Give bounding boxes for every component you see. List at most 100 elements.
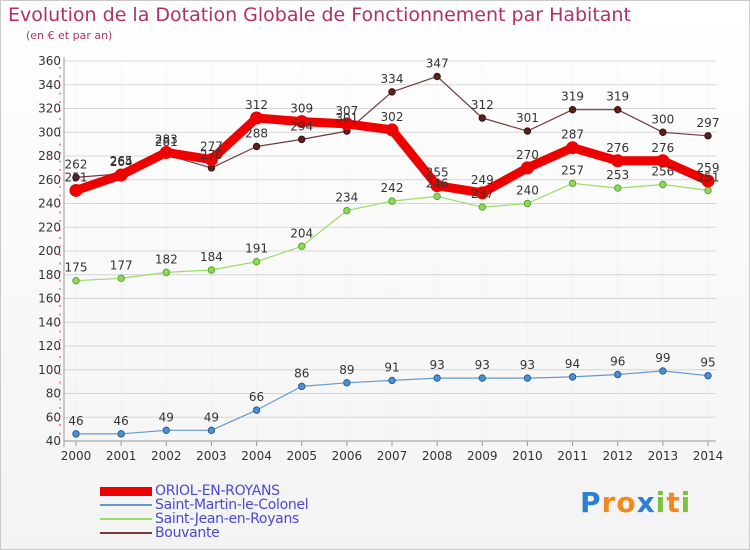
data-point [117, 430, 125, 438]
y-tick-label: 320 [38, 102, 61, 116]
y-tick-label: 200 [38, 244, 61, 258]
logo-letter: i [680, 486, 692, 519]
data-point [340, 117, 354, 131]
data-label: 270 [516, 148, 539, 162]
data-point [252, 142, 261, 151]
data-label: 240 [516, 184, 539, 198]
data-point [162, 426, 170, 435]
legend-swatch [100, 518, 152, 520]
data-point [478, 374, 486, 382]
data-label: 249 [471, 173, 494, 187]
data-label: 93 [475, 358, 490, 372]
data-point [523, 199, 532, 208]
x-tick-label: 2005 [286, 449, 317, 463]
y-tick-label: 360 [38, 54, 61, 68]
data-label: 277 [200, 140, 223, 154]
data-label: 234 [335, 191, 358, 205]
data-point [566, 141, 580, 155]
x-tick-label: 2013 [648, 449, 679, 463]
data-label: 312 [471, 98, 494, 112]
x-tick-label: 2010 [512, 449, 543, 463]
data-label: 281 [155, 135, 178, 149]
data-label: 49 [159, 410, 174, 424]
data-point [252, 257, 261, 266]
data-point [704, 371, 712, 380]
data-label: 237 [471, 187, 494, 201]
data-point [659, 367, 667, 375]
data-point [72, 173, 80, 182]
y-tick-label: 260 [38, 173, 61, 187]
x-tick-label: 2014 [693, 449, 724, 463]
data-label: 46 [68, 414, 83, 428]
y-tick-label: 140 [38, 315, 61, 329]
data-point [114, 168, 128, 182]
data-label: 257 [561, 163, 584, 177]
y-tick-label: 220 [38, 220, 61, 234]
data-point [478, 114, 486, 122]
x-tick-label: 2006 [332, 449, 363, 463]
data-point [343, 206, 351, 215]
data-point [388, 88, 396, 96]
data-label: 270 [200, 148, 223, 162]
logo-letter: P [580, 486, 602, 519]
legend-swatch [100, 504, 152, 506]
data-point [659, 180, 667, 189]
y-tick-label: 340 [38, 78, 61, 92]
data-label: 309 [290, 102, 313, 116]
data-point [614, 370, 622, 379]
y-tick-label: 160 [38, 292, 61, 306]
data-label: 294 [290, 119, 313, 133]
data-label: 300 [651, 112, 674, 126]
x-tick-label: 2003 [196, 449, 227, 463]
data-label: 91 [384, 360, 399, 374]
data-label: 301 [516, 111, 539, 125]
data-label: 256 [651, 165, 674, 179]
data-point [388, 376, 396, 385]
data-label: 312 [245, 98, 268, 112]
data-point [478, 203, 486, 211]
data-point [162, 268, 170, 277]
data-label: 99 [655, 351, 670, 365]
y-tick-label: 120 [38, 339, 61, 353]
data-label: 288 [245, 127, 268, 141]
data-point [207, 426, 216, 435]
data-point [117, 274, 125, 283]
logo-letter: x [636, 486, 656, 519]
data-point [250, 111, 264, 125]
data-label: 334 [381, 72, 404, 86]
data-point [159, 145, 173, 159]
x-tick-label: 2011 [557, 449, 588, 463]
data-point [704, 132, 712, 140]
data-label: 93 [520, 358, 535, 372]
data-label: 287 [561, 128, 584, 142]
data-label: 175 [65, 261, 88, 275]
data-point [388, 197, 396, 205]
y-tick-label: 280 [38, 149, 61, 163]
x-tick-label: 2004 [241, 449, 272, 463]
data-label: 265 [110, 154, 133, 168]
data-label: 177 [110, 258, 133, 272]
y-tick-label: 100 [38, 363, 61, 377]
data-label: 191 [245, 242, 268, 256]
logo-letter: r [601, 486, 617, 519]
data-label: 93 [430, 358, 445, 372]
data-point [568, 373, 577, 381]
data-label: 96 [610, 355, 625, 369]
data-point [204, 153, 218, 167]
legend-swatch [100, 532, 152, 534]
data-label: 184 [200, 250, 223, 264]
x-tick-label: 2012 [602, 449, 633, 463]
y-tick-label: 80 [46, 387, 61, 401]
data-label: 94 [565, 357, 580, 371]
data-point [568, 105, 577, 114]
data-point [298, 382, 306, 391]
data-label: 182 [155, 252, 178, 266]
data-label: 255 [426, 166, 449, 180]
y-tick-label: 240 [38, 197, 61, 211]
data-point [430, 179, 444, 193]
data-point [704, 186, 712, 195]
data-point [614, 105, 622, 114]
data-point [252, 406, 261, 414]
data-point [656, 154, 670, 168]
logo-letter: i [655, 486, 667, 519]
